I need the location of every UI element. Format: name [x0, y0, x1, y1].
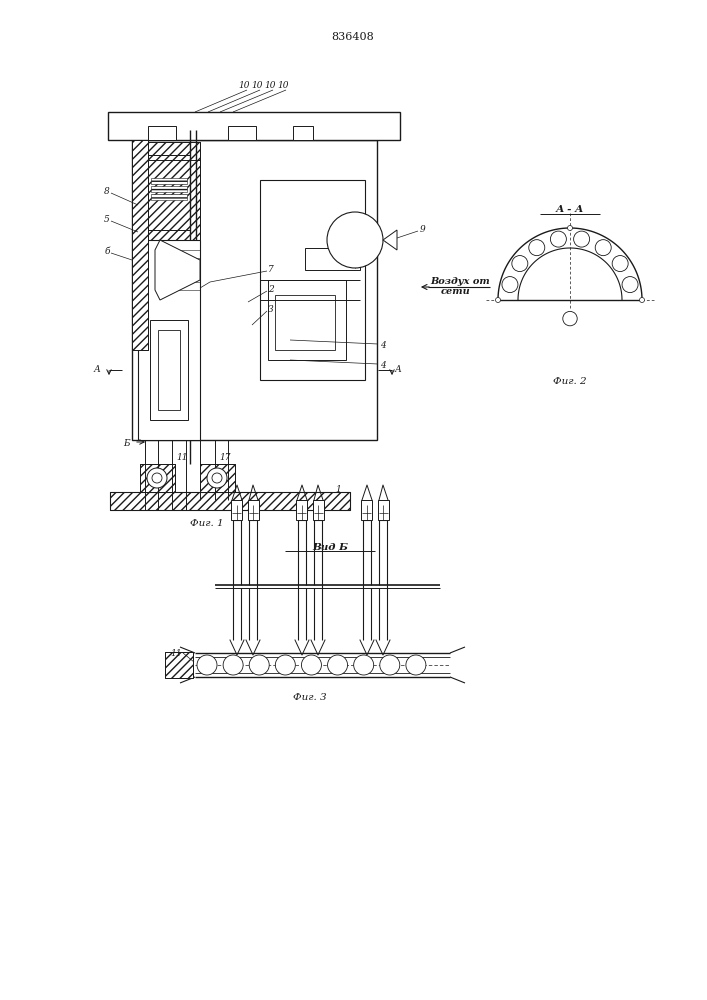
Bar	[138, 142, 200, 240]
Circle shape	[327, 212, 383, 268]
Text: А: А	[395, 365, 402, 374]
Circle shape	[529, 240, 545, 256]
Circle shape	[301, 655, 322, 675]
Circle shape	[568, 226, 573, 231]
Bar	[296, 500, 307, 520]
Bar	[138, 240, 200, 440]
Bar	[148, 155, 190, 230]
Circle shape	[147, 468, 167, 488]
Text: 4: 4	[380, 360, 386, 369]
Bar	[268, 280, 346, 360]
Bar	[150, 320, 188, 420]
Bar	[248, 500, 259, 520]
Bar	[165, 652, 193, 678]
Circle shape	[550, 231, 566, 247]
Circle shape	[573, 231, 590, 247]
Circle shape	[496, 298, 501, 302]
Bar	[110, 492, 350, 510]
Bar	[313, 500, 324, 520]
Polygon shape	[155, 240, 200, 300]
Text: 5: 5	[104, 216, 110, 225]
Text: А: А	[93, 365, 100, 374]
Circle shape	[212, 473, 222, 483]
Bar	[293, 126, 313, 140]
Text: 1: 1	[335, 486, 341, 494]
Bar	[132, 140, 377, 440]
Text: 11: 11	[170, 648, 182, 658]
Bar	[200, 464, 235, 492]
Text: 836408: 836408	[332, 32, 375, 42]
Circle shape	[595, 240, 612, 256]
Bar	[260, 180, 365, 380]
Bar	[138, 142, 200, 240]
Bar	[132, 140, 148, 350]
Circle shape	[640, 298, 645, 302]
Text: 17: 17	[219, 452, 230, 462]
Bar	[151, 178, 187, 184]
Bar	[200, 464, 235, 492]
Text: Фиг. 2: Фиг. 2	[553, 377, 587, 386]
Text: Воздух от: Воздух от	[430, 277, 490, 286]
Circle shape	[275, 655, 296, 675]
Circle shape	[612, 256, 628, 272]
Circle shape	[512, 256, 528, 272]
Bar	[140, 464, 175, 492]
Bar	[132, 140, 148, 350]
Circle shape	[152, 473, 162, 483]
Bar	[158, 330, 180, 410]
Text: 8: 8	[104, 188, 110, 196]
Circle shape	[502, 277, 518, 293]
Text: 11: 11	[176, 452, 188, 462]
Text: Вид Б: Вид Б	[312, 542, 348, 552]
Circle shape	[354, 655, 374, 675]
Text: 10: 10	[277, 81, 288, 90]
Bar	[361, 500, 372, 520]
Text: б: б	[105, 247, 110, 256]
Bar	[151, 186, 187, 192]
Circle shape	[380, 655, 399, 675]
Bar	[151, 194, 187, 200]
Bar	[231, 500, 242, 520]
Text: 9: 9	[420, 226, 426, 234]
Bar	[165, 652, 193, 678]
Bar	[275, 295, 335, 350]
Text: А - А: А - А	[556, 206, 584, 215]
Text: 7: 7	[268, 265, 274, 274]
Text: 10: 10	[251, 81, 263, 90]
Text: Фиг. 1: Фиг. 1	[190, 520, 224, 528]
Circle shape	[563, 311, 577, 326]
Text: 10: 10	[238, 81, 250, 90]
Circle shape	[197, 655, 217, 675]
Text: Фиг. 3: Фиг. 3	[293, 694, 327, 702]
Bar	[140, 464, 175, 492]
Text: Б: Б	[124, 440, 130, 448]
Bar	[305, 248, 360, 270]
Text: 2: 2	[268, 286, 274, 294]
Text: 4: 4	[380, 340, 386, 350]
Text: 3: 3	[268, 306, 274, 314]
Polygon shape	[383, 230, 397, 250]
Circle shape	[250, 655, 269, 675]
Bar	[110, 492, 350, 510]
Circle shape	[622, 277, 638, 293]
Circle shape	[207, 468, 227, 488]
Bar	[108, 112, 400, 140]
Text: сети: сети	[441, 288, 471, 296]
Circle shape	[406, 655, 426, 675]
Bar	[148, 155, 190, 230]
Circle shape	[327, 655, 348, 675]
Text: 10: 10	[264, 81, 276, 90]
Polygon shape	[162, 242, 198, 298]
Circle shape	[223, 655, 243, 675]
Bar	[228, 126, 256, 140]
Bar	[378, 500, 389, 520]
Bar	[148, 126, 176, 140]
